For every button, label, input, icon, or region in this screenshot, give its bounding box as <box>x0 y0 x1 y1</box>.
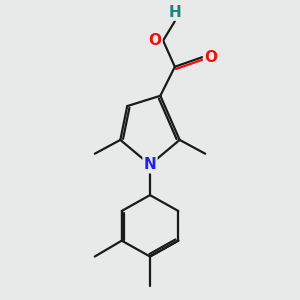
Text: O: O <box>148 33 161 48</box>
Text: H: H <box>169 4 181 20</box>
Text: O: O <box>204 50 217 64</box>
Text: N: N <box>144 157 156 172</box>
